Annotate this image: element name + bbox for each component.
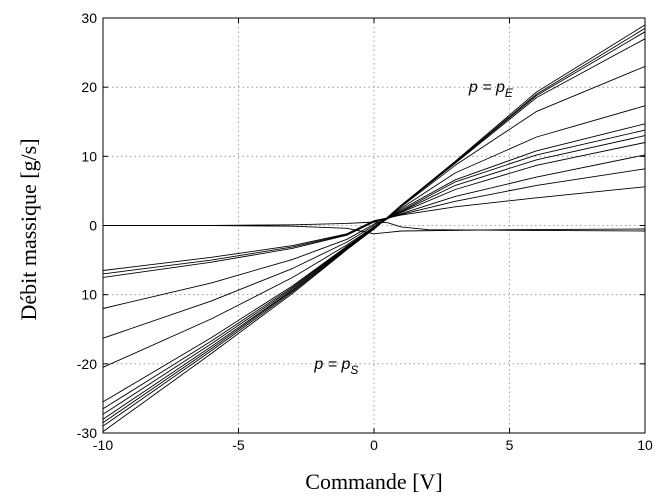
y-tick-label: -30 <box>77 425 97 441</box>
annotations: p = pE p = pS <box>313 79 514 377</box>
y-tick-label: 10 <box>81 148 97 164</box>
x-tick-label: 5 <box>506 437 514 453</box>
y-tick-label: 0 <box>89 218 97 234</box>
annotation-ps: p = pS <box>313 356 358 377</box>
x-tick-label: -10 <box>93 437 113 453</box>
y-axis-label: Débit massique [g/s] <box>16 138 41 320</box>
series-line-15 <box>103 225 646 235</box>
x-tick-label: 10 <box>637 437 653 453</box>
x-axis-label: Commande [V] <box>305 469 442 494</box>
y-tick-label: 30 <box>81 10 97 26</box>
axis-ticks: -10 -5 0 5 10 -30 -20 10 0 10 20 30 <box>77 10 653 453</box>
series-line-10 <box>102 142 646 309</box>
series-lines <box>102 24 646 432</box>
y-tick-label: 20 <box>81 79 97 95</box>
series-line-13 <box>102 186 646 271</box>
x-tick-label: 0 <box>370 437 378 453</box>
x-tick-label: -5 <box>232 437 245 453</box>
series-line-11 <box>102 154 646 278</box>
y-tick-label: 10 <box>81 287 97 303</box>
y-tick-label: -20 <box>77 356 97 372</box>
annotation-pe: p = pE <box>468 79 514 100</box>
